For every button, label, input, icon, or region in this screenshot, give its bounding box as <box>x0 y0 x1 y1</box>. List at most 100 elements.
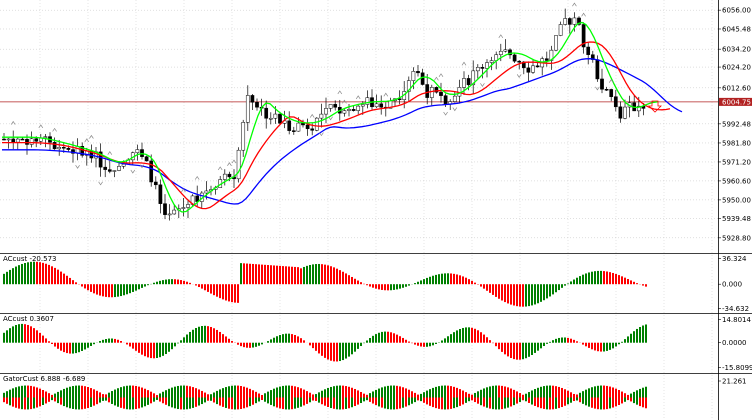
fractal-down-marker <box>595 86 600 91</box>
candle-body <box>314 117 319 131</box>
indicator-axis: 36.324 0.000 -34.632 <box>718 255 749 313</box>
fractal-down-marker <box>98 181 103 186</box>
indicator-histogram <box>3 323 647 362</box>
candle-body <box>11 138 16 143</box>
down-arrow-icon <box>648 100 662 113</box>
candle-body <box>425 84 430 98</box>
panel-label: GatorCust 6.888 -6.689 <box>3 375 85 383</box>
candle-body <box>558 24 563 36</box>
candle-body <box>581 24 586 48</box>
candle-body <box>222 173 227 180</box>
candle-body <box>531 65 535 73</box>
candle-body <box>310 128 315 131</box>
fractal-markers <box>10 2 614 193</box>
candle-body <box>66 147 71 150</box>
candle-body <box>98 151 103 168</box>
fractal-down-marker <box>480 83 485 87</box>
candle-body <box>328 104 333 109</box>
gator-indicator-panel[interactable]: GatorCust 6.888 -6.689 21.261 <box>3 375 747 410</box>
candle-body <box>347 109 351 111</box>
candle-body <box>103 166 108 170</box>
fractal-down-marker <box>443 111 448 116</box>
price-tick-label: 6024.20 <box>722 64 751 72</box>
candle-body <box>549 49 554 61</box>
candle-body <box>163 203 167 215</box>
candle-body <box>43 136 48 138</box>
candle-body <box>291 130 296 132</box>
candle-body <box>498 50 503 55</box>
candle-body <box>186 204 190 208</box>
candle-body <box>480 67 485 69</box>
ac-indicator-panel-1[interactable]: ACcust -20.573 36.324 0.000 -34.632 <box>3 255 749 313</box>
candle-body <box>466 78 471 86</box>
candle-body <box>600 78 604 90</box>
price-axis: 6056.00 6045.48 6034.20 6024.20 6012.60 6004.… <box>718 7 752 242</box>
fractal-up-marker <box>194 175 200 180</box>
candle-body <box>305 124 310 130</box>
fractal-up-marker <box>461 61 467 66</box>
candle-body <box>356 105 361 111</box>
candle-body <box>250 95 255 103</box>
candle-body <box>485 62 489 69</box>
candle-body <box>623 106 627 119</box>
candle-body <box>144 156 149 162</box>
green-moving-average <box>2 21 659 213</box>
candle-body <box>172 209 177 215</box>
current-price-label: 6004.75 <box>722 98 751 106</box>
fractal-up-marker <box>337 90 343 95</box>
candle-body <box>586 46 591 55</box>
candle-body <box>489 60 494 63</box>
price-tick-label: 5992.48 <box>722 120 751 128</box>
candle-body <box>508 49 512 56</box>
fractal-up-marker <box>342 99 347 104</box>
candle-body <box>121 163 126 167</box>
price-tick-label: 5981.80 <box>722 139 751 147</box>
price-tick-label: 5971.20 <box>722 158 751 166</box>
candle-body <box>29 138 34 145</box>
indicator-axis: 21.261 <box>718 378 747 386</box>
candle-body <box>25 138 29 145</box>
candle-body <box>434 87 439 93</box>
candle-body <box>443 95 448 105</box>
fractal-up-marker <box>89 134 94 139</box>
candle-body <box>61 147 66 149</box>
ac-indicator-panel-2[interactable]: ACcust 0.3607 14.8014 0.0000 -15.8099 <box>3 315 752 372</box>
fractal-up-marker <box>231 159 237 164</box>
fractal-up-marker <box>434 76 439 81</box>
fractal-up-marker <box>217 166 223 171</box>
candle-body <box>2 138 6 141</box>
fractal-up-marker <box>107 151 113 155</box>
candle-body <box>618 106 623 119</box>
fractal-down-marker <box>319 132 324 137</box>
fractal-up-marker <box>608 79 614 83</box>
candle-body <box>158 184 163 204</box>
fractal-down-marker <box>452 107 458 112</box>
candle-body <box>80 146 85 156</box>
indicator-tick-label: -15.8099 <box>722 364 752 372</box>
fractal-up-marker <box>309 113 315 118</box>
fractal-up-marker <box>52 127 57 132</box>
candle-body <box>374 103 379 108</box>
indicator-histogram <box>3 385 647 410</box>
candle-body <box>245 95 250 123</box>
indicator-tick-label: 36.324 <box>722 255 747 263</box>
indicator-axis: 14.8014 0.0000 -15.8099 <box>718 316 752 372</box>
fractal-down-marker <box>75 165 80 169</box>
candle-body <box>20 138 25 141</box>
candle-body <box>604 88 609 91</box>
indicator-tick-label: 21.261 <box>722 378 747 386</box>
candle-body <box>416 71 420 74</box>
candle-body <box>342 110 347 114</box>
fractal-up-marker <box>84 138 90 143</box>
candle-body <box>567 18 572 25</box>
indicator-tick-label: -34.632 <box>722 305 749 313</box>
candle-body <box>609 89 614 97</box>
candle-body <box>429 87 434 98</box>
candle-body <box>241 122 246 151</box>
indicator-tick-label: 0.000 <box>722 281 742 289</box>
fractal-up-marker <box>581 12 586 17</box>
candle-body <box>452 95 457 102</box>
fractal-up-marker <box>181 188 186 193</box>
